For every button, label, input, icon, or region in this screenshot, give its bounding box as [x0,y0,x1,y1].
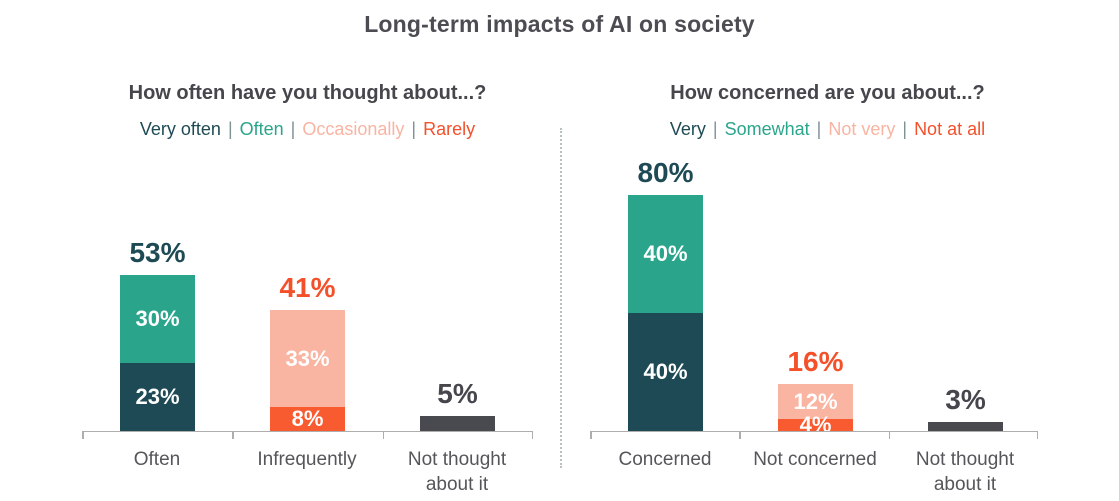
bar-not-thought: 3% [928,385,1003,431]
bar-total-label: 41% [279,272,336,304]
legend-separator: | [290,119,296,139]
axis-tick [82,432,84,439]
x-axis [590,431,1038,439]
segment-somewhat: 40% [628,195,703,313]
segment-label: 33% [285,345,330,371]
segment-not-thought [420,416,495,431]
legend-item-not-very: Not very [828,119,896,139]
bar-total-label: 16% [787,346,844,378]
bar-total-label: 53% [129,236,186,268]
segment-not-at-all: 4% [778,414,853,436]
segment-label: 12% [793,388,838,414]
segment-not-thought [928,422,1003,431]
legend-item-very: Very [669,119,706,139]
bar-concerned: 80% 40% 40% [628,157,703,431]
segment-label: 23% [135,384,180,410]
right-chart-legend: Very | Somewhat | Not very | Not at all [590,119,1065,140]
segment-label: 30% [135,305,180,331]
segment-label: 40% [643,241,688,266]
right-chart-title: How concerned are you about...? [670,82,985,104]
page-title: Long-term impacts of AI on society [364,11,755,37]
segment-occasionally: 33% [270,310,345,408]
segment-not-very: 12% [778,383,853,420]
bar-infrequently: 41% 33% 8% [270,272,345,431]
bar-total-label: 5% [437,378,478,410]
bar-often: 53% 30% 23% [120,236,195,431]
legend-separator: | [712,119,718,139]
legend-item-rarely: Rarely [423,119,476,139]
bar-total-label: 3% [945,384,986,416]
category-label: Not thought about it [915,449,1015,496]
x-axis [82,431,533,439]
left-chart-legend: Very often | Often | Occasionally | Rarely [82,119,533,140]
legend-item-very-often: Very often [139,119,221,139]
category-label: Often [133,449,181,470]
panel-divider [560,128,562,468]
legend-separator: | [227,119,233,139]
segment-label: 4% [799,412,832,438]
legend-item-not-at-all: Not at all [914,119,986,139]
right-chart-plot: 80% 40% 40% 16% 12% 4% 3% [590,131,1038,439]
category-label: Not thought about it [407,449,507,496]
segment-very: 40% [628,313,703,431]
left-chart-title: How often have you thought about...? [128,82,487,104]
bar-not-thought: 5% [420,379,495,431]
axis-tick [382,432,385,439]
legend-item-occasionally: Occasionally [302,119,405,139]
legend-item-often: Often [239,119,284,139]
segment-label: 8% [291,406,324,432]
left-chart-plot: 53% 30% 23% 41% 33% 8% 5% [82,131,533,439]
legend-item-somewhat: Somewhat [724,119,810,139]
axis-tick [1036,432,1038,439]
bar-not-concerned: 16% 12% 4% [778,346,853,436]
bar-total-label: 80% [637,157,694,189]
category-label: Concerned [618,449,712,470]
axis-tick [531,432,533,439]
category-label: Not concerned [753,449,877,470]
axis-tick [739,432,741,439]
segment-label: 40% [643,359,688,384]
legend-separator: | [411,119,417,139]
axis-tick [590,432,592,439]
axis-tick [888,432,891,439]
segment-very-often: 23% [120,363,195,431]
category-label: Infrequently [257,449,357,470]
axis-tick [232,432,234,439]
legend-separator: | [816,119,822,139]
segment-rarely: 8% [270,407,345,431]
legend-separator: | [902,119,908,139]
segment-often: 30% [120,274,195,364]
